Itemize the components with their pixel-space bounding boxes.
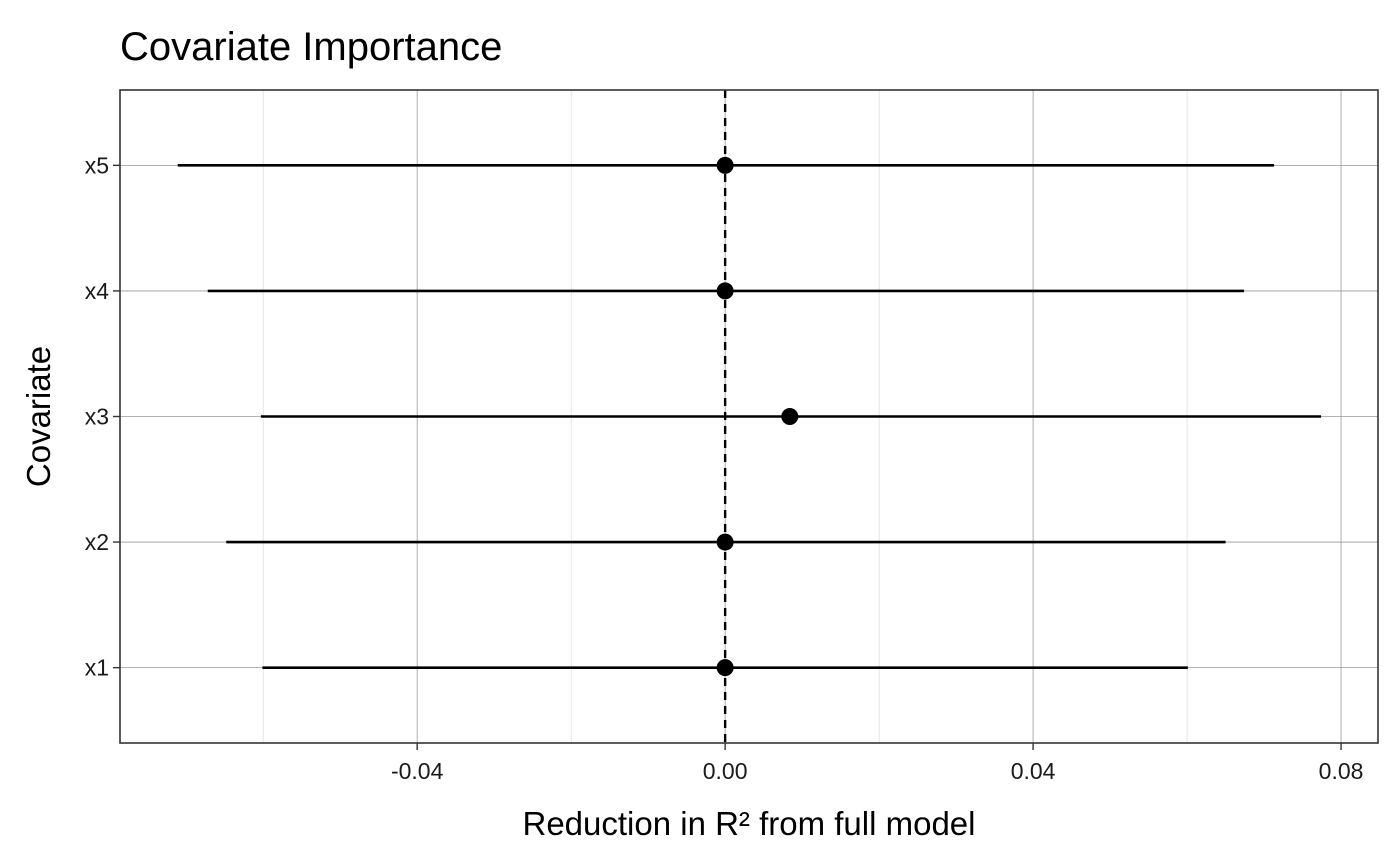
x-tick-label: 0.08 xyxy=(1319,758,1364,784)
y-tick-label: x5 xyxy=(85,152,109,178)
point-x2 xyxy=(716,533,734,551)
y-axis-title: Covariate xyxy=(20,346,57,487)
data-layer xyxy=(177,156,1322,677)
point-x1 xyxy=(716,659,734,677)
point-x3 xyxy=(781,408,799,425)
point-x4 xyxy=(716,282,734,300)
x-tick-label: -0.04 xyxy=(391,758,444,784)
y-tick-label: x1 xyxy=(85,655,109,681)
y-tick-label: x4 xyxy=(85,278,110,304)
point-x5 xyxy=(716,156,734,174)
y-tick-label: x2 xyxy=(85,529,109,555)
axis-layer: -0.04 0.00 0.04 0.08 x1 x2 x3 x4 x5 xyxy=(85,152,1364,784)
x-tick-label: 0.04 xyxy=(1011,758,1056,784)
chart-title: Covariate Importance xyxy=(120,25,502,69)
x-tick-label: 0.00 xyxy=(703,758,748,784)
y-tick-label: x3 xyxy=(85,404,109,430)
x-axis-title: Reduction in R² from full model xyxy=(522,805,975,842)
